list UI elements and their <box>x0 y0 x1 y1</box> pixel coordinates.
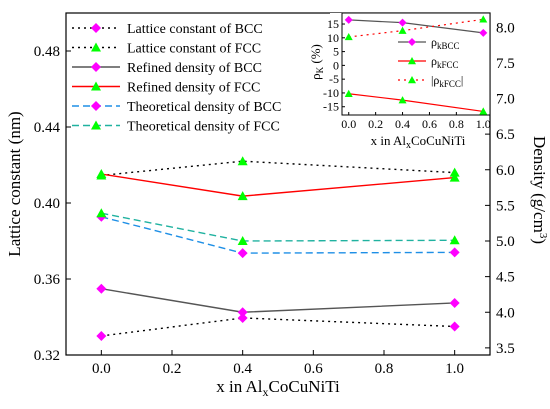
data-point-0 <box>449 321 460 332</box>
inset-data-point-1 <box>398 96 407 104</box>
data-point-4 <box>449 247 460 258</box>
main-plot-frame <box>65 12 491 356</box>
inset-x-axis-label: x in AlxCoCuNiTi <box>371 133 466 151</box>
series-line-5 <box>101 212 455 242</box>
series-line-2 <box>101 288 455 313</box>
inset-legend-marker <box>408 76 416 84</box>
inset-y-tick-label: 10 <box>327 31 339 45</box>
y2-tick-label: 8.0 <box>496 20 515 36</box>
inset-data-point-1 <box>479 107 488 115</box>
legend-marker <box>91 101 101 111</box>
main-y2-axis-label: Density (g/cm3) <box>530 136 549 244</box>
inset-data-point-2 <box>479 15 488 23</box>
inset-y-tick-label: 0 <box>333 58 339 72</box>
inset-data-point-0 <box>479 28 488 37</box>
main-axis-ticks: 0.0 0.2 0.4 0.6 0.8 1.00.320.360.400.440.483.… <box>34 20 515 377</box>
main-y-axis-label: Lattice constant (nm) <box>5 111 24 256</box>
y-tick-label: 0.48 <box>34 44 60 60</box>
y-tick-label: 0.40 <box>34 196 60 212</box>
legend-marker <box>91 81 101 91</box>
inset-legend: ρkBCC ρkFCC |ρkFCC| <box>398 35 463 89</box>
inset-x-tick-label: 0.2 <box>368 117 383 131</box>
x-tick-label: 0.8 <box>375 361 394 377</box>
inset-y-tick-label: -10 <box>323 86 339 100</box>
inset-series-group <box>344 15 488 115</box>
legend-marker <box>91 62 101 72</box>
legend-marker <box>91 120 101 130</box>
data-point-5 <box>449 235 460 245</box>
inset-y-tick-label: 15 <box>327 17 339 31</box>
inset-y-tick-label: 5 <box>333 45 339 59</box>
data-point-2 <box>237 307 248 318</box>
data-point-1 <box>237 156 248 166</box>
inset-data-point-2 <box>398 26 407 34</box>
y-tick-label: 0.32 <box>34 348 60 364</box>
y2-tick-label: 4.5 <box>496 270 515 286</box>
inset-data-point-0 <box>398 18 407 27</box>
data-point-3 <box>96 169 107 179</box>
legend-label: ρkFCC <box>431 54 459 70</box>
series-line-0 <box>101 317 455 337</box>
main-series-group <box>96 156 460 341</box>
x-tick-label: 0.2 <box>163 361 182 377</box>
legend-label: Refined density of FCC <box>127 81 260 96</box>
legend-label: ρkBCC <box>431 35 460 51</box>
y2-tick-label: 3.5 <box>496 341 515 357</box>
inset-y-tick-label: -5 <box>329 72 339 86</box>
main-legend: Lattice constant of BCC Lattice constant … <box>72 22 281 135</box>
legend-marker <box>91 23 101 33</box>
y2-tick-label: 6.5 <box>496 127 515 143</box>
inset-plot-frame <box>341 12 491 116</box>
series-line-1 <box>101 160 455 177</box>
data-point-3 <box>449 172 460 182</box>
data-point-5 <box>96 208 107 218</box>
legend-label: Lattice constant of FCC <box>127 42 261 57</box>
inset-y-tick-label: -15 <box>323 100 339 114</box>
y2-tick-label: 5.0 <box>496 234 515 250</box>
data-point-4 <box>237 248 248 259</box>
y2-tick-label: 6.0 <box>496 163 515 179</box>
inset-data-point-0 <box>344 15 353 24</box>
data-point-3 <box>237 191 248 201</box>
y-tick-label: 0.36 <box>34 272 61 288</box>
legend-marker <box>91 42 101 52</box>
legend-label: Theoretical density of BCC <box>127 100 281 115</box>
inset-x-tick-label: 0.4 <box>395 117 410 131</box>
inset-legend-marker <box>408 38 416 46</box>
inset-x-tick-label: 0.0 <box>341 117 356 131</box>
legend-label: Lattice constant of BCC <box>127 22 263 37</box>
inset-x-tick-label: 0.8 <box>449 117 464 131</box>
x-tick-label: 0.4 <box>233 361 252 377</box>
x-tick-label: 1.0 <box>445 361 464 377</box>
inset-x-tick-label: 0.6 <box>422 117 437 131</box>
data-point-1 <box>449 167 460 177</box>
data-point-0 <box>96 331 107 341</box>
y2-tick-label: 7.0 <box>496 92 515 108</box>
x-tick-label: 0.6 <box>304 361 323 377</box>
inset-data-point-2 <box>344 32 353 41</box>
data-point-5 <box>237 236 248 245</box>
y-tick-label: 0.44 <box>34 120 61 136</box>
y2-tick-label: 4.0 <box>496 305 515 321</box>
inset-legend-marker <box>408 57 416 65</box>
inset-data-point-1 <box>344 89 353 97</box>
data-point-2 <box>449 297 460 308</box>
data-point-2 <box>96 283 107 294</box>
y2-tick-label: 5.5 <box>496 198 515 214</box>
inset-x-tick-label: 1.0 <box>476 117 491 131</box>
series-line-4 <box>101 216 455 254</box>
legend-label: Theoretical density of FCC <box>127 120 280 135</box>
main-x-axis-label: x in AlxCoCuNiTi <box>216 377 340 399</box>
legend-label: Refined density of BCC <box>127 61 262 76</box>
y2-tick-label: 7.5 <box>496 56 515 72</box>
legend-label: |ρkFCC| <box>431 73 463 89</box>
series-line-3 <box>101 173 455 197</box>
data-point-0 <box>237 312 248 323</box>
x-tick-label: 0.0 <box>92 361 111 377</box>
inset-y-axis-label: ρK (%) <box>308 44 325 80</box>
